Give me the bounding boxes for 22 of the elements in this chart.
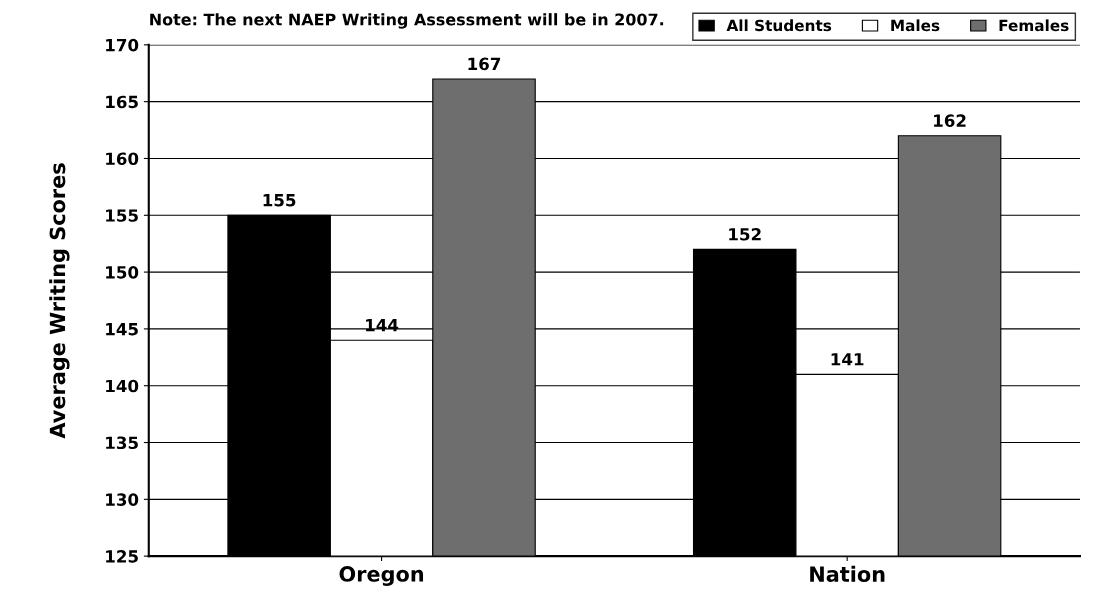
y-tick-label: 125	[106, 550, 138, 563]
legend-label: Males	[891, 19, 940, 32]
y-tick-label: 145	[106, 323, 138, 336]
legend-label: All Students	[726, 19, 832, 32]
y-tick-label: 130	[106, 493, 139, 506]
y-tick-label: 140	[106, 379, 139, 393]
x-tick-label: Oregon	[339, 566, 424, 587]
data-label: 141	[831, 353, 864, 366]
y-tick-label: 165	[106, 95, 138, 109]
data-label: 167	[468, 57, 501, 71]
x-tick-label: Nation	[810, 565, 885, 582]
y-tick-label: 155	[106, 209, 138, 222]
text: Note: The next NAEP Writing Assessment will be in 2007.	[150, 13, 664, 29]
y-tick-label: 160	[106, 152, 139, 166]
y-tick-label: 150	[106, 266, 139, 279]
y-axis-title: Average Writing Scores	[49, 163, 70, 439]
data-label: 152	[729, 227, 761, 241]
y-tick-label: 170	[106, 38, 139, 52]
data-label: 155	[263, 194, 296, 207]
y-tick-label: 135	[106, 436, 138, 450]
legend-label: Females	[999, 19, 1069, 32]
data-label: 162	[934, 114, 966, 127]
